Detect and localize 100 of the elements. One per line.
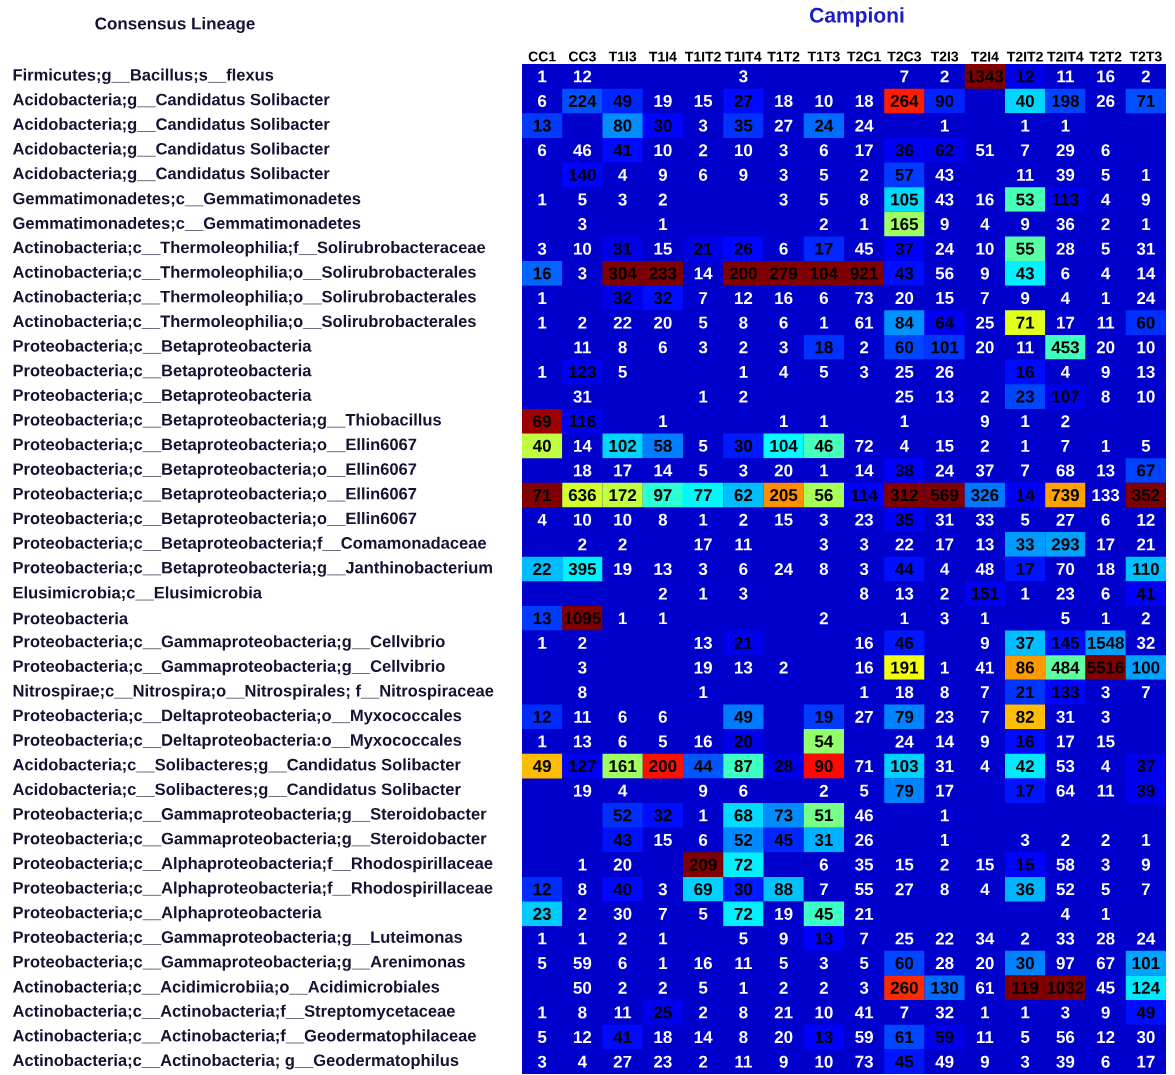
data-label: 5 — [859, 957, 869, 970]
data-label: 9 — [940, 218, 949, 231]
data-label: 41 — [613, 1031, 632, 1043]
data-label: 11 — [1097, 784, 1115, 797]
data-label: 1 — [659, 218, 668, 230]
data-label: 7 — [980, 292, 989, 304]
data-label: 1 — [820, 316, 829, 329]
data-label: 5 — [819, 168, 829, 181]
data-label: 6 — [538, 94, 547, 107]
data-label: 9 — [699, 784, 708, 797]
data-label: 53 — [1016, 193, 1034, 206]
data-label: 43 — [895, 267, 914, 280]
data-label: 60 — [895, 957, 914, 970]
data-label: 3 — [1101, 710, 1110, 723]
data-label: 5 — [1020, 513, 1030, 526]
data-label: 19 — [694, 661, 712, 674]
data-label: 64 — [1056, 784, 1075, 797]
data-label: 1 — [1021, 1006, 1030, 1019]
data-label: 3 — [578, 218, 587, 231]
y-tick-label: Proteobacteria;c__Betaproteobacteria;g__Janthinobacterium — [13, 561, 492, 577]
data-label: 59 — [935, 1031, 954, 1044]
data-label: 205 — [770, 489, 798, 502]
data-label: 304 — [608, 267, 637, 280]
data-label: 10 — [1137, 341, 1155, 354]
data-label: 9 — [1020, 218, 1030, 231]
data-label: 7 — [980, 710, 989, 723]
data-label: 4 — [1060, 366, 1071, 378]
data-label: 51 — [814, 809, 833, 822]
data-label: 2 — [779, 661, 788, 674]
data-label: 20 — [976, 341, 994, 354]
data-label: 133 — [1052, 686, 1079, 699]
data-label: 2 — [699, 1006, 708, 1019]
data-label: 3 — [819, 513, 828, 526]
data-label: 2 — [779, 981, 788, 994]
data-label: 6 — [1101, 513, 1110, 526]
data-label: 9 — [980, 415, 989, 428]
data-label: 49 — [734, 710, 753, 723]
data-label: 26 — [855, 833, 873, 846]
data-label: 24 — [935, 464, 954, 477]
data-label: 15 — [936, 439, 954, 452]
data-label: 17 — [815, 242, 833, 255]
data-label: 10 — [976, 242, 994, 255]
data-label: 1 — [659, 932, 668, 945]
data-label: 21 — [855, 907, 874, 920]
data-label: 2 — [658, 193, 667, 206]
data-label: 14 — [936, 735, 954, 748]
data-label: 1 — [820, 415, 829, 428]
data-label: 1 — [1101, 292, 1110, 304]
data-label: 1 — [981, 612, 990, 625]
data-label: 14 — [573, 439, 592, 452]
data-label: 10 — [573, 242, 592, 255]
data-label: 104 — [770, 439, 798, 452]
data-label: 21 — [694, 242, 713, 255]
data-label: 24 — [895, 735, 914, 748]
y-tick-label: Actinobacteria;c__Actinobacteria;f__Geodermatophilaceae — [12, 1029, 476, 1045]
data-label: 3 — [698, 119, 708, 132]
data-label: 5 — [819, 366, 829, 378]
data-label: 42 — [1015, 760, 1034, 773]
data-label: 39 — [1056, 1055, 1075, 1068]
data-label: 20 — [774, 464, 793, 477]
data-label: 31 — [1136, 242, 1155, 255]
x-tick-label: T2I3 — [930, 51, 959, 62]
data-label: 264 — [890, 94, 919, 107]
data-label: 16 — [855, 661, 873, 674]
data-label: 11 — [976, 1031, 994, 1043]
data-label: 395 — [568, 562, 597, 576]
data-label: 18 — [654, 1031, 672, 1044]
data-label: 18 — [573, 464, 592, 477]
data-label: 79 — [895, 710, 914, 723]
data-label: 10 — [734, 144, 753, 157]
data-label: 5 — [739, 932, 748, 945]
data-label: 10 — [815, 94, 833, 107]
data-label: 5 — [537, 957, 547, 970]
data-label: 7 — [1141, 686, 1150, 699]
data-label: 352 — [1132, 489, 1160, 502]
y-tick-label: Actinobacteria;c__Acidimicrobiia;o__Acidimicrobiales — [12, 980, 440, 996]
data-label: 107 — [1052, 390, 1079, 403]
data-label: 15 — [895, 858, 914, 871]
data-label: 6 — [739, 784, 748, 797]
data-label: 52 — [613, 809, 632, 822]
data-label: 68 — [734, 809, 753, 822]
data-label: 2 — [578, 636, 587, 649]
y-tick-label: Proteobacteria;c__Betaproteobacteria;o__Ellin6067 — [13, 487, 417, 503]
data-label: 1 — [1142, 834, 1151, 846]
data-label: 1 — [1142, 169, 1151, 181]
data-label: 31 — [573, 390, 592, 403]
data-label: 1 — [538, 637, 547, 649]
data-label: 61 — [855, 316, 874, 329]
data-label: 9 — [980, 735, 989, 748]
data-label: 27 — [734, 95, 753, 107]
data-label: 71 — [1016, 316, 1035, 329]
data-label: 80 — [613, 119, 632, 132]
x-tick-label: CC3 — [568, 51, 596, 62]
data-label: 2 — [859, 341, 869, 354]
data-label: 3 — [739, 70, 748, 83]
data-label: 32 — [1136, 636, 1155, 649]
data-label: 30 — [1136, 1031, 1155, 1044]
data-label: 3 — [859, 365, 869, 378]
data-label: 5 — [859, 784, 869, 797]
data-label: 11 — [735, 957, 752, 969]
